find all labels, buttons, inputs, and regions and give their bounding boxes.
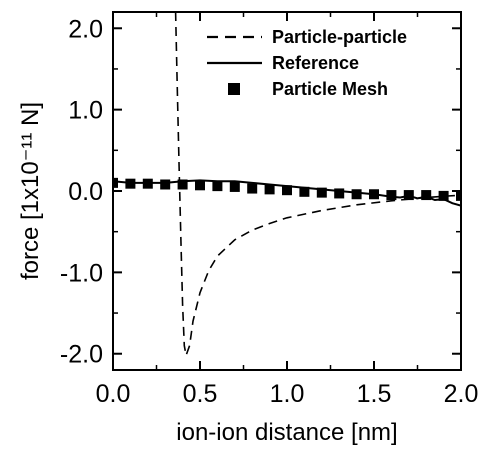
marker-particle-mesh bbox=[247, 183, 258, 194]
marker-particle-mesh bbox=[456, 190, 461, 201]
marker-particle-mesh bbox=[142, 178, 153, 189]
marker-particle-mesh bbox=[403, 190, 414, 201]
marker-particle-mesh bbox=[177, 179, 188, 190]
legend-label-particle-particle: Particle-particle bbox=[272, 27, 407, 47]
series-particle-particle bbox=[174, 12, 461, 359]
x-tick-label: 0.5 bbox=[183, 380, 218, 408]
legend-swatch-particle-mesh bbox=[228, 83, 240, 95]
marker-particle-mesh bbox=[316, 187, 327, 198]
marker-particle-mesh bbox=[264, 184, 275, 195]
axis-ticks: 0.0 0.5 1.0 1.5 2.0 -2.0 -1.0 0.0 1.0 2.0 bbox=[60, 12, 478, 408]
y-tick-label: -1.0 bbox=[60, 259, 103, 287]
marker-particle-mesh bbox=[212, 181, 223, 192]
legend: Particle-particle Reference Particle Mesh bbox=[207, 27, 407, 99]
y-tick-label: 0.0 bbox=[68, 178, 103, 206]
marker-particle-mesh bbox=[386, 190, 397, 201]
y-axis-label: force [1x10⁻¹¹ N] bbox=[17, 102, 44, 280]
marker-particle-mesh bbox=[334, 188, 345, 199]
plot-area bbox=[113, 12, 461, 359]
marker-particle-mesh bbox=[421, 190, 432, 201]
x-tick-label: 1.0 bbox=[270, 380, 305, 408]
y-tick-label: 1.0 bbox=[68, 97, 103, 125]
y-tick-label: -2.0 bbox=[60, 341, 103, 369]
marker-particle-mesh bbox=[229, 181, 240, 192]
marker-particle-mesh bbox=[160, 179, 171, 190]
legend-label-particle-mesh: Particle Mesh bbox=[272, 79, 388, 99]
x-axis-label: ion-ion distance [nm] bbox=[176, 419, 397, 446]
x-tick-label: 1.5 bbox=[357, 380, 392, 408]
x-tick-label: 2.0 bbox=[444, 380, 479, 408]
marker-particle-mesh bbox=[438, 190, 449, 201]
marker-particle-mesh bbox=[195, 180, 205, 191]
y-tick-label: 2.0 bbox=[68, 15, 103, 43]
marker-particle-mesh bbox=[282, 185, 292, 196]
x-tick-label: 0.0 bbox=[96, 380, 131, 408]
marker-particle-mesh bbox=[351, 189, 362, 200]
legend-label-reference: Reference bbox=[272, 53, 359, 73]
marker-particle-mesh bbox=[369, 189, 379, 200]
marker-particle-mesh bbox=[113, 177, 118, 188]
marker-particle-mesh bbox=[125, 178, 136, 189]
marker-particle-mesh bbox=[299, 186, 310, 197]
